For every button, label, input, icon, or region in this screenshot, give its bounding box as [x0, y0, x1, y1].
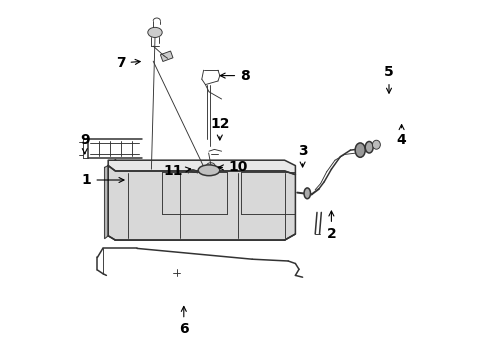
- Bar: [160, 51, 173, 62]
- Polygon shape: [108, 160, 295, 175]
- Ellipse shape: [198, 165, 220, 176]
- Text: 5: 5: [384, 65, 394, 93]
- Text: 9: 9: [80, 134, 90, 154]
- Ellipse shape: [365, 141, 373, 153]
- Text: 7: 7: [116, 56, 140, 70]
- Ellipse shape: [355, 143, 365, 157]
- Text: 8: 8: [220, 69, 250, 82]
- Ellipse shape: [304, 188, 311, 199]
- Text: 12: 12: [210, 117, 229, 140]
- Text: 11: 11: [163, 164, 191, 178]
- Text: 1: 1: [82, 173, 124, 187]
- Text: 6: 6: [179, 306, 189, 336]
- Ellipse shape: [148, 27, 162, 37]
- Text: 4: 4: [397, 125, 407, 147]
- Polygon shape: [108, 166, 295, 240]
- Text: 2: 2: [326, 211, 336, 241]
- Text: 3: 3: [298, 144, 307, 167]
- Polygon shape: [104, 166, 108, 239]
- Ellipse shape: [372, 140, 380, 149]
- Text: 10: 10: [219, 161, 247, 174]
